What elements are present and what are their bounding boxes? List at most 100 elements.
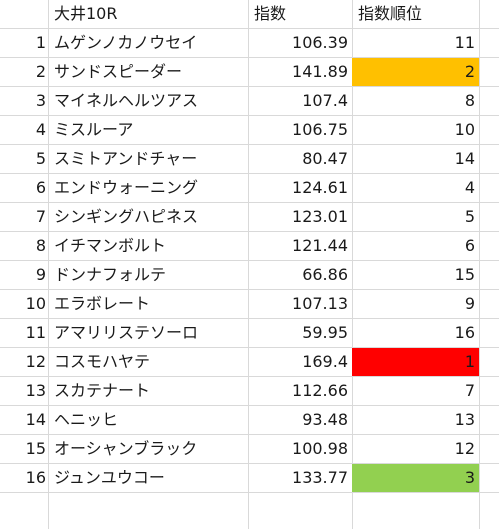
rank-value-cell[interactable]: 8 bbox=[464, 91, 475, 110]
empty-cell[interactable] bbox=[479, 87, 499, 115]
row-number-cell[interactable]: 4 bbox=[35, 120, 46, 139]
empty-cell[interactable] bbox=[479, 348, 499, 376]
rank-value-cell[interactable]: 5 bbox=[464, 207, 475, 226]
index-value-cell[interactable]: 59.95 bbox=[302, 323, 348, 342]
header-cell-number[interactable] bbox=[0, 0, 48, 28]
rank-value-cell[interactable]: 15 bbox=[454, 265, 475, 284]
empty-cell[interactable] bbox=[479, 203, 499, 231]
row-number-cell[interactable]: 8 bbox=[35, 236, 46, 255]
rank-value-cell[interactable]: 13 bbox=[454, 410, 475, 429]
horse-name-cell[interactable]: ミスルーア bbox=[54, 120, 134, 139]
rank-value-cell[interactable]: 16 bbox=[454, 323, 475, 342]
index-value-cell[interactable]: 133.77 bbox=[292, 468, 348, 487]
horse-name-cell[interactable]: スカテナート bbox=[54, 381, 151, 400]
horse-name-cell[interactable]: スミトアンドチャー bbox=[54, 149, 198, 168]
index-value-cell[interactable]: 100.98 bbox=[292, 439, 348, 458]
empty-cell[interactable] bbox=[479, 261, 499, 289]
empty-cell[interactable] bbox=[479, 406, 499, 434]
header-cell-rank[interactable]: 指数順位 bbox=[358, 4, 423, 23]
row-number-cell[interactable]: 13 bbox=[25, 381, 46, 400]
row-number-cell[interactable]: 14 bbox=[25, 410, 46, 429]
rank-value-cell[interactable]: 12 bbox=[454, 439, 475, 458]
row-number-cell[interactable]: 11 bbox=[25, 323, 46, 342]
horse-name-cell[interactable]: マイネルヘルツアス bbox=[54, 91, 199, 110]
index-value-cell[interactable]: 112.66 bbox=[292, 381, 348, 400]
row-number-cell[interactable]: 2 bbox=[35, 62, 46, 81]
rank-value-cell[interactable]: 7 bbox=[464, 381, 475, 400]
row-number-cell[interactable]: 12 bbox=[25, 352, 46, 371]
empty-cell[interactable] bbox=[479, 464, 499, 492]
column-divider bbox=[479, 0, 480, 529]
empty-cell[interactable] bbox=[479, 58, 499, 86]
table-row: 13 スカテナート 112.66 7 bbox=[0, 377, 499, 406]
index-value-cell[interactable]: 93.48 bbox=[302, 410, 348, 429]
row-number-cell[interactable]: 7 bbox=[35, 207, 46, 226]
index-value-cell[interactable]: 106.75 bbox=[292, 120, 348, 139]
table-row: 2 サンドスピーダー 141.89 2 bbox=[0, 58, 499, 87]
row-number-cell[interactable]: 3 bbox=[35, 91, 46, 110]
index-value-cell[interactable]: 123.01 bbox=[292, 207, 348, 226]
table-row: 5 スミトアンドチャー 80.47 14 bbox=[0, 145, 499, 174]
empty-cell[interactable] bbox=[479, 145, 499, 173]
horse-name-cell[interactable]: ジュンユウコー bbox=[54, 468, 165, 487]
column-divider bbox=[48, 0, 49, 529]
table-row: 6 エンドウォーニング 124.61 4 bbox=[0, 174, 499, 203]
index-value-cell[interactable]: 106.39 bbox=[292, 33, 348, 52]
index-value-cell[interactable]: 107.4 bbox=[302, 91, 348, 110]
header-cell-race[interactable]: 大井10R bbox=[54, 4, 118, 23]
row-number-cell[interactable]: 9 bbox=[35, 265, 46, 284]
empty-cell[interactable] bbox=[479, 116, 499, 144]
empty-cell[interactable] bbox=[479, 435, 499, 463]
horse-name-cell[interactable]: エンドウォーニング bbox=[54, 178, 199, 197]
empty-cell[interactable] bbox=[479, 290, 499, 318]
rank-value-cell[interactable]: 6 bbox=[464, 236, 475, 255]
rank-value-cell[interactable]: 14 bbox=[454, 149, 475, 168]
empty-cell[interactable] bbox=[479, 377, 499, 405]
horse-name-cell[interactable]: シンギングハピネス bbox=[54, 207, 199, 226]
empty-cell[interactable] bbox=[479, 0, 499, 28]
index-value-cell[interactable]: 66.86 bbox=[302, 265, 348, 284]
index-value-cell[interactable]: 141.89 bbox=[292, 62, 348, 81]
index-value-cell[interactable]: 169.4 bbox=[302, 352, 348, 371]
table-row: 7 シンギングハピネス 123.01 5 bbox=[0, 203, 499, 232]
horse-name-cell[interactable]: イチマンボルト bbox=[54, 236, 167, 255]
table-row: 3 マイネルヘルツアス 107.4 8 bbox=[0, 87, 499, 116]
horse-name-cell[interactable]: エラボレート bbox=[54, 294, 151, 313]
rank-value-cell[interactable]: 3 bbox=[352, 464, 479, 492]
horse-name-cell[interactable]: アマリリステソーロ bbox=[54, 323, 199, 342]
horse-name-cell[interactable]: ドンナフォルテ bbox=[54, 265, 167, 284]
horse-name-cell[interactable]: オーシャンブラック bbox=[54, 439, 198, 458]
index-value-cell[interactable]: 121.44 bbox=[292, 236, 348, 255]
column-divider bbox=[248, 0, 249, 529]
table-row: 8 イチマンボルト 121.44 6 bbox=[0, 232, 499, 261]
header-cell-index[interactable]: 指数 bbox=[254, 4, 287, 23]
empty-cell[interactable] bbox=[479, 319, 499, 347]
horse-name-cell[interactable]: ムゲンノカノウセイ bbox=[54, 33, 198, 52]
horse-name-cell[interactable]: サンドスピーダー bbox=[54, 62, 183, 81]
rank-value-cell[interactable]: 9 bbox=[464, 294, 475, 313]
header-row: 大井10R 指数 指数順位 bbox=[0, 0, 499, 29]
horse-name-cell[interactable]: コスモハヤテ bbox=[54, 352, 151, 371]
rank-value-cell[interactable]: 4 bbox=[464, 178, 475, 197]
horse-name-cell[interactable]: ヘニッヒ bbox=[54, 410, 119, 429]
table-row: 15 オーシャンブラック 100.98 12 bbox=[0, 435, 499, 464]
rank-value-cell[interactable]: 1 bbox=[352, 348, 479, 376]
table-row: 9 ドンナフォルテ 66.86 15 bbox=[0, 261, 499, 290]
rank-value-cell[interactable]: 10 bbox=[454, 120, 475, 139]
empty-cell[interactable] bbox=[479, 29, 499, 57]
rank-value-cell[interactable]: 11 bbox=[454, 33, 475, 52]
table-row: 14 ヘニッヒ 93.48 13 bbox=[0, 406, 499, 435]
empty-cell[interactable] bbox=[479, 174, 499, 202]
row-number-cell[interactable]: 6 bbox=[35, 178, 46, 197]
index-value-cell[interactable]: 124.61 bbox=[292, 178, 348, 197]
row-number-cell[interactable]: 5 bbox=[35, 149, 46, 168]
row-number-cell[interactable]: 1 bbox=[35, 33, 46, 52]
empty-cell[interactable] bbox=[479, 232, 499, 260]
index-value-cell[interactable]: 80.47 bbox=[302, 149, 348, 168]
row-number-cell[interactable]: 10 bbox=[25, 294, 46, 313]
table-row: 4 ミスルーア 106.75 10 bbox=[0, 116, 499, 145]
row-number-cell[interactable]: 16 bbox=[25, 468, 46, 487]
rank-value-cell[interactable]: 2 bbox=[352, 58, 479, 86]
index-value-cell[interactable]: 107.13 bbox=[292, 294, 348, 313]
row-number-cell[interactable]: 15 bbox=[25, 439, 46, 458]
